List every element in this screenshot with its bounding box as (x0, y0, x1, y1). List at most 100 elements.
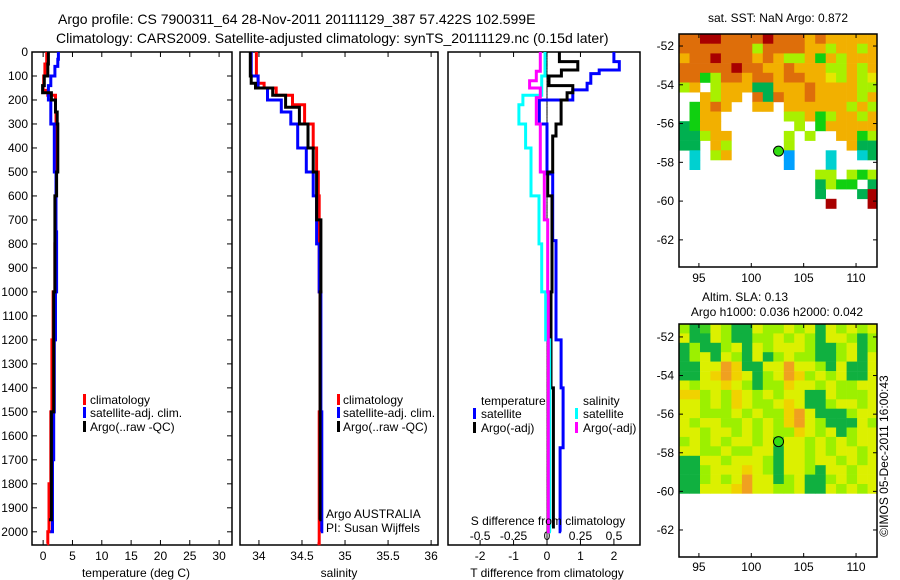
map-cell (689, 380, 701, 391)
map-cell (836, 342, 847, 353)
map-cell (794, 82, 805, 93)
y-tick-label: 500 (8, 165, 28, 179)
map-cell (741, 342, 753, 353)
map-cell (815, 34, 826, 44)
map-cell (825, 92, 837, 103)
x-tick-label: -1 (508, 549, 519, 563)
map-cell (689, 465, 701, 475)
map-cell (846, 324, 858, 334)
map-cell (741, 399, 753, 409)
map-cell (825, 63, 837, 74)
y-tick-label: 2000 (1, 525, 28, 539)
map-cell (700, 72, 711, 83)
map-cell (836, 34, 847, 44)
map-cell (720, 427, 732, 438)
map-cell (783, 111, 795, 122)
map-cell (857, 53, 868, 64)
map-cell (752, 92, 764, 103)
map-cell (773, 446, 785, 456)
map-cell (720, 455, 732, 466)
map-cell (679, 53, 690, 64)
map-cell (804, 92, 816, 103)
map-cell (815, 169, 826, 180)
map-frame (678, 323, 878, 558)
map-cell (689, 140, 701, 151)
map-cell (836, 92, 847, 103)
map-cell (773, 43, 785, 54)
map-cell (825, 418, 837, 428)
legend-label: satellite-adj. clim. (90, 406, 182, 420)
map-cell (867, 408, 878, 419)
map-cell (689, 389, 701, 400)
map-cell (815, 474, 826, 485)
map-cell (752, 101, 764, 112)
map-cell (762, 63, 774, 74)
map-cell (689, 324, 701, 334)
x-tick-label: 35 (338, 549, 352, 563)
map-cell (783, 427, 795, 438)
map-cell (741, 446, 753, 456)
map-cell (762, 465, 774, 475)
legend-title-salinity: salinity (583, 394, 620, 408)
map-cell (846, 389, 858, 400)
map-cell (700, 484, 711, 494)
map-cell (752, 436, 764, 447)
map-cell (867, 72, 878, 83)
map-cell (731, 380, 743, 391)
map-cell (679, 474, 690, 485)
map-cell (836, 484, 847, 494)
map-cell (731, 333, 743, 344)
series-line-argo-raw-qc- (248, 52, 323, 522)
map-cell (836, 446, 847, 456)
map-cell (815, 92, 826, 103)
map-cell (783, 82, 795, 93)
map-cell (815, 82, 826, 93)
map-cell (857, 427, 868, 438)
map-cell (679, 342, 690, 353)
map-cell (867, 389, 878, 400)
map-cell (867, 169, 878, 180)
y-tick-label: 1300 (1, 357, 28, 371)
map-cell (700, 389, 711, 400)
map-cell (720, 34, 732, 44)
map-cell (836, 82, 847, 93)
map-cell (710, 342, 722, 353)
map-cell (836, 43, 847, 54)
map-cell (689, 427, 701, 438)
map-cell (815, 465, 826, 475)
map-cell (689, 342, 701, 353)
map-cell (741, 361, 753, 372)
map-cell (857, 389, 868, 400)
legend-swatch-s-satellite (575, 408, 578, 419)
map-cell (846, 169, 858, 180)
map-cell (783, 380, 795, 391)
map-cell (836, 324, 847, 334)
map-cell (794, 455, 805, 466)
y-tick-label: 1100 (2, 309, 28, 323)
map-cell (794, 342, 805, 353)
map-cell (783, 43, 795, 54)
map-cell (700, 43, 711, 54)
map-cell (773, 361, 785, 372)
map-cell (794, 436, 805, 447)
map-cell (731, 474, 743, 485)
map-cell (710, 371, 722, 381)
difference-legend: temperature satellite Argo(-adj) salinit… (473, 394, 636, 435)
map-cell (857, 418, 868, 428)
map-cell (700, 455, 711, 466)
map-cell (783, 101, 795, 112)
map-cell (720, 399, 732, 409)
map-cell (804, 63, 816, 74)
map-cell (741, 333, 753, 344)
map-cell (815, 342, 826, 353)
map-cell (720, 43, 732, 54)
map-cell (741, 427, 753, 438)
map-cell (752, 72, 764, 83)
map-cell (762, 324, 774, 334)
map-cell (825, 455, 837, 466)
map-cell (825, 465, 837, 475)
x-tick-label: 0 (544, 549, 551, 563)
map-cell (762, 342, 774, 353)
t-difference-xlabel: T difference from climatology (470, 566, 624, 580)
map-cell (720, 474, 732, 485)
